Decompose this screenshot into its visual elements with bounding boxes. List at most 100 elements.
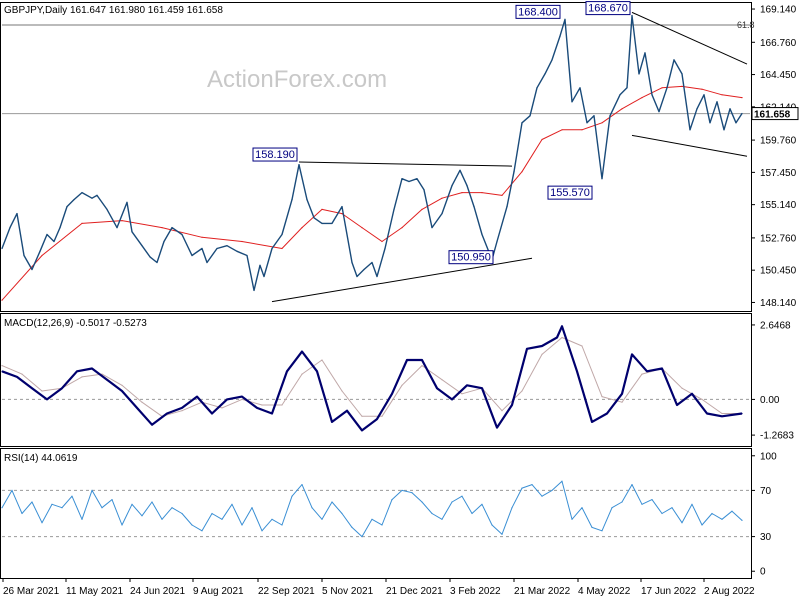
- macd-point: [136, 407, 138, 409]
- price-point: [609, 115, 611, 117]
- price-point: [291, 199, 293, 201]
- rsi-point: [281, 524, 283, 526]
- price-point: [356, 275, 358, 278]
- price-tick-label: 159.760: [760, 136, 797, 147]
- price-point: [1, 247, 3, 250]
- price-point: [149, 256, 151, 258]
- macd-point: [606, 412, 608, 415]
- rsi-point: [391, 499, 393, 501]
- rsi-point: [621, 501, 623, 503]
- ma-point: [121, 220, 123, 222]
- signal-point: [81, 376, 83, 378]
- price-point: [226, 245, 228, 247]
- price-point: [401, 178, 403, 180]
- signal-point: [181, 410, 183, 412]
- rsi-point: [571, 518, 573, 520]
- price-point: [673, 59, 675, 61]
- price-point: [271, 247, 273, 250]
- rsi-axis: 100 70 30 0: [751, 451, 777, 578]
- price-point: [473, 206, 475, 208]
- macd-point: [106, 379, 108, 381]
- annotation-label: 150.950: [451, 252, 491, 264]
- signal-point: [501, 410, 503, 412]
- x-tick-label: 22 Sep 2021: [258, 586, 315, 597]
- ma-point: [301, 227, 303, 229]
- price-point: [259, 264, 261, 266]
- price-point: [651, 94, 653, 96]
- price-point: [571, 101, 573, 103]
- ma-point: [741, 97, 743, 99]
- macd-series-group: [1, 325, 743, 432]
- macd-point: [466, 384, 468, 386]
- trend-line-2: [271, 257, 533, 303]
- rsi-point: [61, 507, 63, 509]
- rsi-point: [221, 518, 223, 520]
- price-series-group: [1, 14, 743, 301]
- macd-point: [621, 393, 623, 395]
- rsi-point: [21, 512, 23, 515]
- price-point: [306, 199, 308, 201]
- rsi-tick-label: 70: [760, 486, 772, 497]
- price-point: [9, 227, 11, 229]
- ma-point: [601, 122, 603, 124]
- price-trend-lines: [271, 11, 748, 303]
- x-tick-label: 3 Feb 2022: [450, 586, 501, 597]
- price-tick-label: 148.140: [760, 298, 797, 309]
- ma-point: [461, 192, 463, 194]
- rsi-point: [491, 524, 493, 526]
- ma-point: [701, 88, 703, 90]
- price-point: [39, 250, 41, 252]
- ma-point: [541, 138, 543, 141]
- price-point: [536, 87, 538, 89]
- price-point: [666, 87, 668, 89]
- trend-line-1: [298, 161, 513, 167]
- ma-point: [641, 97, 643, 99]
- price-point: [363, 268, 365, 271]
- rsi-tick-label: 30: [760, 532, 772, 543]
- rsi-point: [601, 530, 603, 532]
- price-point: [206, 261, 208, 264]
- macd-point: [556, 336, 558, 339]
- price-point: [521, 122, 523, 124]
- price-point: [181, 233, 183, 236]
- price-point: [31, 268, 33, 271]
- rsi-point: [121, 524, 123, 526]
- price-point: [171, 227, 173, 229]
- price-point: [431, 227, 433, 229]
- price-point: [46, 233, 48, 236]
- macd-point: [121, 390, 123, 392]
- macd-point: [61, 387, 63, 389]
- ma-point: [201, 236, 203, 238]
- ma-point: [321, 208, 323, 210]
- price-point: [313, 217, 315, 219]
- rsi-point: [351, 526, 353, 529]
- rsi-point: [411, 492, 413, 494]
- macd-point: [661, 367, 663, 370]
- macd-point: [196, 396, 198, 398]
- signal-point: [561, 336, 563, 339]
- price-point: [408, 180, 410, 183]
- rsi-title: RSI(14) 44.0619: [4, 453, 78, 464]
- macd-point: [151, 424, 153, 426]
- horizontal-lines: [2, 24, 750, 538]
- x-tick-label: 21 Mar 2022: [514, 586, 571, 597]
- price-point: [681, 73, 683, 75]
- price-point: [709, 122, 711, 124]
- trend-line-4: [631, 134, 748, 157]
- price-point: [638, 73, 640, 75]
- rsi-point: [741, 519, 743, 522]
- watermark-text: ActionForex.com: [207, 66, 387, 93]
- annotation-158-190: 158.190: [252, 147, 298, 162]
- annotation-168-670: 168.670: [585, 1, 631, 16]
- price-point: [106, 208, 108, 210]
- symbol-info: GBPJPY,Daily 161.647 161.980 161.459 161…: [4, 5, 223, 16]
- annotation-150-950: 150.950: [448, 250, 494, 265]
- signal-point: [401, 384, 403, 386]
- signal-point: [321, 359, 323, 361]
- price-point: [716, 101, 718, 103]
- annotation-box: [448, 250, 494, 265]
- signal-point: [601, 396, 603, 398]
- rsi-point: [261, 530, 263, 532]
- price-point: [253, 289, 255, 291]
